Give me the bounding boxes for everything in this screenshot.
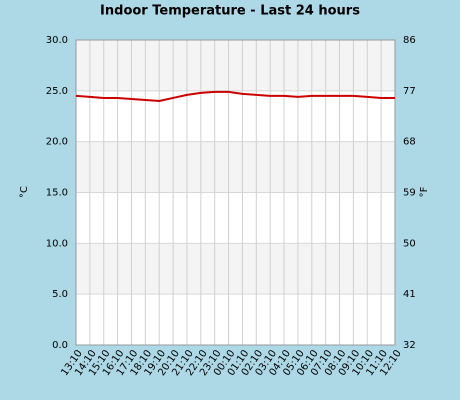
plot-border <box>75 39 396 346</box>
y2-tick-label: 86 <box>403 35 416 46</box>
y2-tick-label: 41 <box>403 289 416 300</box>
chart-title: Indoor Temperature - Last 24 hours <box>100 4 360 19</box>
y-axis-label: °C <box>19 186 30 198</box>
band <box>76 141 395 193</box>
y-tick-label: 30.0 <box>46 35 68 46</box>
y2-axis-label: °F <box>419 186 430 197</box>
y-tick-label: 15.0 <box>46 188 68 199</box>
y-tick-label: 20.0 <box>46 137 68 148</box>
y2-tick-label: 32 <box>403 340 416 351</box>
y-tick-label: 10.0 <box>46 238 68 249</box>
band <box>76 243 395 295</box>
y2-tick-label: 50 <box>403 238 416 249</box>
line <box>75 90 395 103</box>
y2-tick-label: 68 <box>403 137 416 148</box>
y2-tick-label: 77 <box>403 86 416 97</box>
y-tick-label: 25.0 <box>46 86 68 97</box>
y-tick-label: 0.0 <box>52 340 68 351</box>
y-tick-label: 5.0 <box>52 289 68 300</box>
y2-tick-label: 59 <box>403 188 416 199</box>
band <box>76 40 395 91</box>
